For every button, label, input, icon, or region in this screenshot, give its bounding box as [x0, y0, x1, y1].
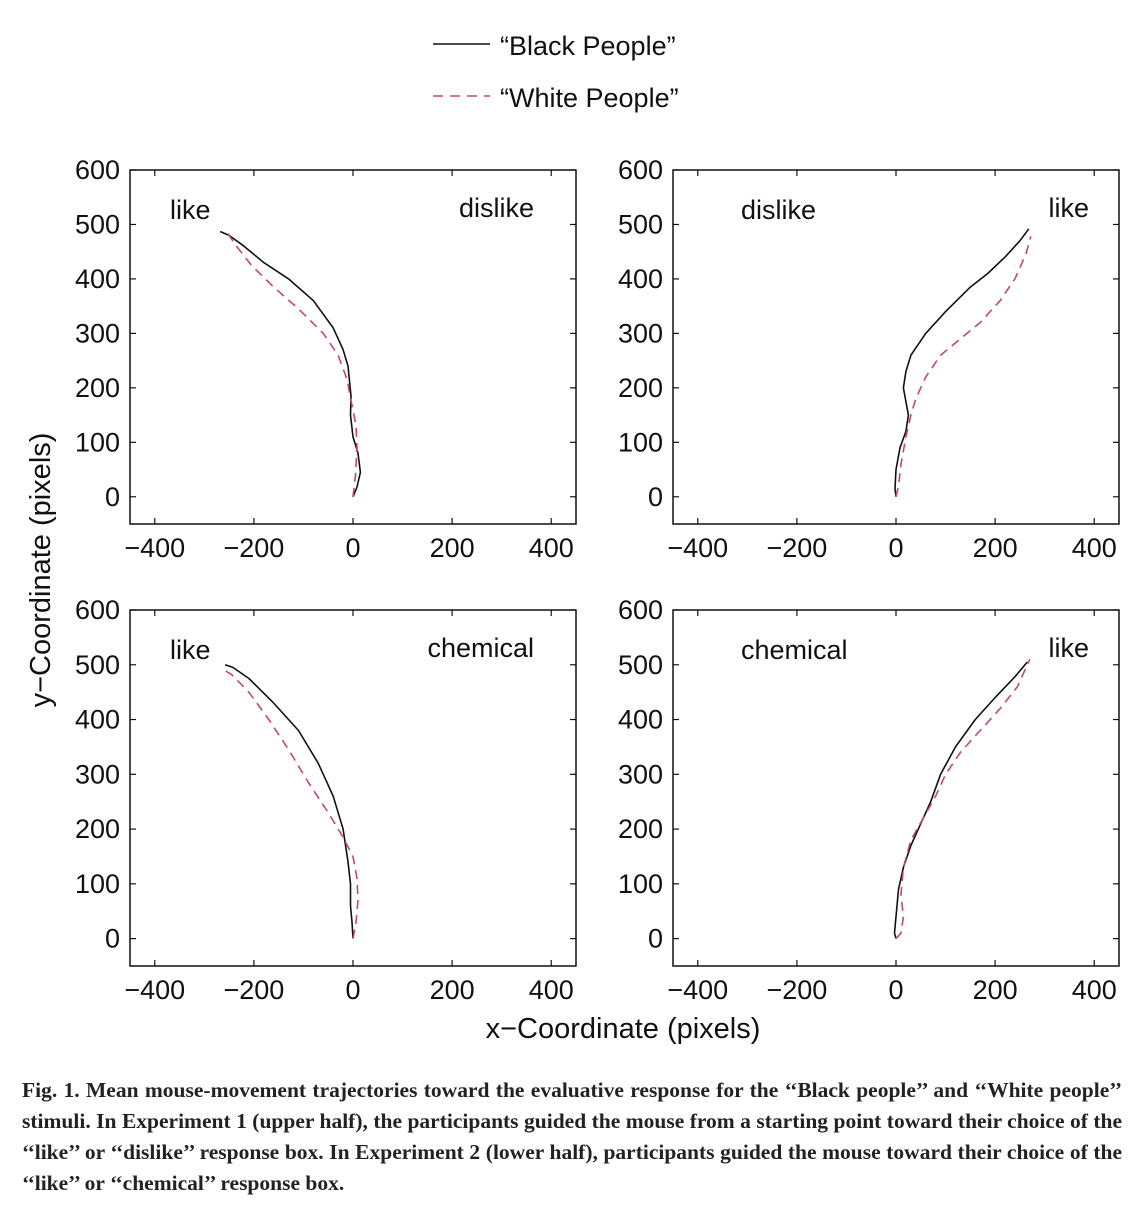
figure-caption: Fig. 1. Mean mouse-movement trajectories… — [22, 1075, 1122, 1199]
x-tick-label: 200 — [430, 533, 475, 563]
y-tick-label: 100 — [75, 427, 120, 457]
y-tick-label: 100 — [618, 427, 663, 457]
y-tick-label: 600 — [75, 595, 120, 625]
x-axis-title: x−Coordinate (pixels) — [486, 1013, 761, 1045]
response-label-right: chemical — [427, 633, 534, 663]
panels: −400 −200 0 200 400 0 100 200 300 400 500 600 like di… — [75, 155, 1120, 1005]
trajectory-white — [224, 228, 358, 497]
x-tick-label: 400 — [1072, 533, 1117, 563]
trajectory-black — [219, 230, 362, 498]
y-tick-label: 200 — [75, 373, 120, 403]
legend-black-label: “Black People” — [500, 31, 676, 61]
trajectory-black — [894, 228, 1030, 497]
y-tick-label: 300 — [75, 759, 120, 789]
y-tick-label: 0 — [105, 924, 120, 954]
x-tick-label: 400 — [529, 975, 574, 1005]
x-tick-label: 200 — [430, 975, 475, 1005]
trajectory-white — [221, 667, 359, 939]
trajectory-black — [893, 661, 1028, 939]
y-tick-label: 600 — [618, 155, 663, 185]
x-tick-label: −200 — [766, 533, 827, 563]
panel-exp2-like-chemical: −400 −200 0 200 400 0 100 200 300 400 500 600 like ch… — [75, 595, 577, 1005]
response-label-left: chemical — [741, 635, 848, 665]
x-tick-label: 400 — [529, 533, 574, 563]
y-tick-label: 200 — [618, 814, 663, 844]
y-tick-label: 400 — [618, 264, 663, 294]
response-label-left: like — [170, 635, 211, 665]
x-tick-label: 0 — [345, 975, 360, 1005]
y-tick-label: 500 — [618, 209, 663, 239]
legend-white-label: “White People” — [500, 83, 679, 113]
x-tick-label: 200 — [973, 533, 1018, 563]
caption-lead: Fig. 1. — [22, 1078, 80, 1102]
response-label-left: like — [170, 195, 211, 225]
response-label-right: like — [1048, 633, 1089, 663]
y-tick-label: 0 — [648, 924, 663, 954]
y-tick-label: 600 — [75, 155, 120, 185]
y-tick-label: 500 — [618, 650, 663, 680]
y-tick-label: 200 — [618, 373, 663, 403]
y-tick-label: 300 — [618, 318, 663, 348]
caption-text: Mean mouse-movement trajectories toward … — [22, 1078, 1123, 1195]
y-tick-label: 400 — [75, 264, 120, 294]
x-tick-label: −200 — [223, 975, 284, 1005]
y-tick-label: 400 — [618, 705, 663, 735]
x-tick-label: 0 — [888, 533, 903, 563]
trajectory-white — [895, 236, 1032, 497]
x-tick-label: −200 — [766, 975, 827, 1005]
x-tick-label: −400 — [124, 533, 185, 563]
y-tick-label: 500 — [75, 209, 120, 239]
y-tick-label: 200 — [75, 814, 120, 844]
y-tick-label: 300 — [618, 759, 663, 789]
legend: “Black People” “White People” — [433, 31, 679, 113]
x-tick-label: −400 — [667, 533, 728, 563]
response-label-right: dislike — [459, 193, 534, 223]
trajectory-black — [224, 664, 354, 939]
x-tick-label: −400 — [124, 975, 185, 1005]
y-tick-label: 300 — [75, 318, 120, 348]
x-tick-label: 400 — [1072, 975, 1117, 1005]
y-tick-label: 100 — [75, 869, 120, 899]
x-tick-label: −400 — [667, 975, 728, 1005]
y-tick-label: 0 — [105, 482, 120, 512]
x-tick-label: −200 — [223, 533, 284, 563]
y-tick-label: 600 — [618, 595, 663, 625]
panel-exp1-black-like: −400 −200 0 200 400 0 100 200 300 400 500 600 like di… — [75, 155, 577, 563]
y-axis-title: y−Coordinate (pixels) — [25, 433, 57, 708]
response-label-left: dislike — [741, 195, 816, 225]
trajectory-white — [895, 658, 1031, 940]
response-label-right: like — [1048, 193, 1089, 223]
x-tick-label: 200 — [973, 975, 1018, 1005]
y-tick-label: 500 — [75, 650, 120, 680]
panel-exp2-chemical-like: −400 −200 0 200 400 0 100 200 300 400 500 600 chemic… — [618, 595, 1120, 1005]
x-tick-label: 0 — [888, 975, 903, 1005]
y-tick-label: 0 — [648, 482, 663, 512]
y-tick-label: 100 — [618, 869, 663, 899]
x-tick-label: 0 — [345, 533, 360, 563]
panel-exp1-dislike-like: −400 −200 0 200 400 0 100 200 300 400 500 600 dislik… — [618, 155, 1120, 563]
y-tick-label: 400 — [75, 705, 120, 735]
